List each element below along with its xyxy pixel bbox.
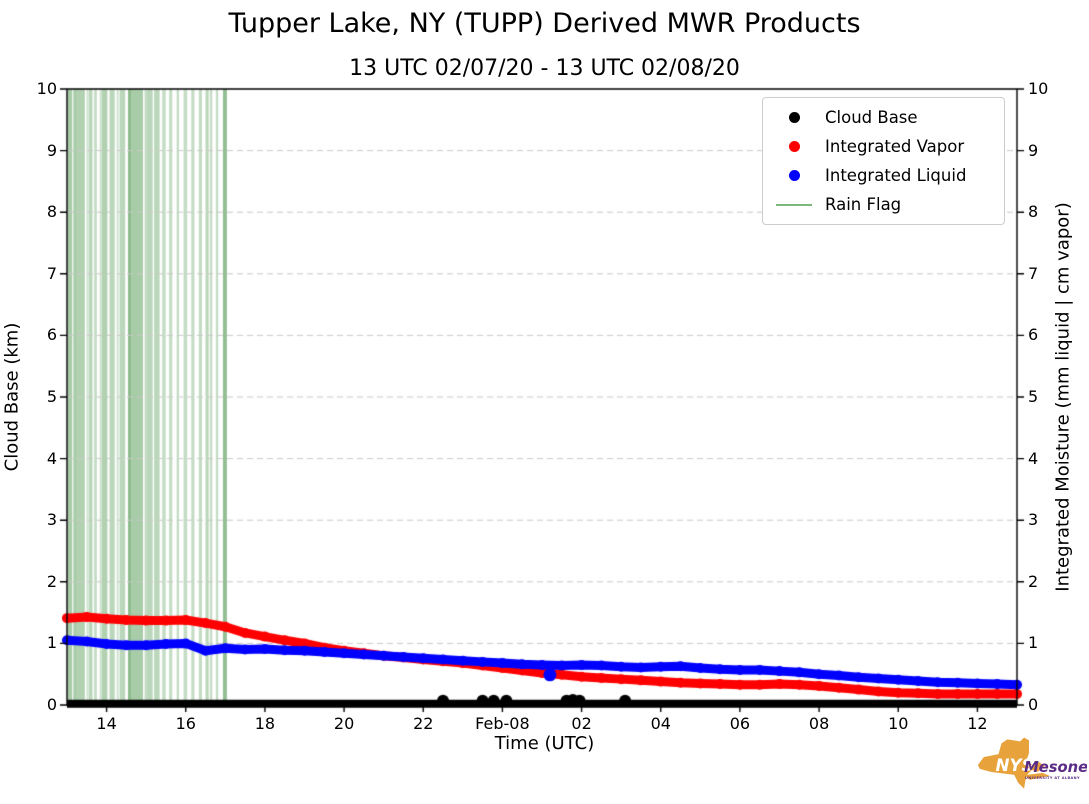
- x-tick-label: Feb-08: [475, 714, 530, 733]
- x-tick-label: 14: [96, 714, 117, 733]
- legend-item-cloud-base: Cloud Base: [763, 103, 1004, 132]
- logo-mesonet-text: Mesonet: [1024, 759, 1087, 776]
- y-tick-label-right: 10: [1028, 79, 1049, 98]
- x-tick-label: 20: [333, 714, 355, 733]
- x-tick-label: 10: [888, 714, 909, 733]
- y-tick-label-left: 6: [46, 325, 57, 345]
- legend-item-integrated-vapor: Integrated Vapor: [763, 132, 1004, 161]
- new-york-state-icon: [977, 737, 1050, 789]
- vapor-dot-marker: [788, 141, 800, 152]
- x-tick-label: 06: [729, 714, 751, 733]
- x-tick-label: 12: [967, 714, 988, 733]
- legend-label: Integrated Liquid: [825, 166, 967, 185]
- y-tick-label-left: 8: [46, 202, 57, 222]
- x-axis-label: Time (UTC): [494, 733, 595, 754]
- y-tick-label-left: 0: [46, 695, 57, 714]
- legend-label: Integrated Vapor: [825, 137, 965, 156]
- y-tick-label-right: 4: [1028, 448, 1039, 468]
- y-tick-label-left: 2: [46, 571, 57, 591]
- legend-item-integrated-liquid: Integrated Liquid: [763, 161, 1004, 190]
- y-tick-label-right: 2: [1028, 571, 1039, 591]
- x-tick-label: 08: [808, 714, 830, 733]
- y-axis-label-right: Integrated Moisture (mm liquid | cm vapo…: [1052, 202, 1074, 592]
- x-tick-label: 22: [413, 714, 434, 733]
- y-tick-label-left: 9: [46, 140, 57, 160]
- x-tick-label: 04: [650, 714, 671, 733]
- y-tick-label-right: 7: [1028, 263, 1039, 283]
- legend-label: Rain Flag: [825, 195, 902, 214]
- x-tick-label: 18: [254, 714, 276, 733]
- y-tick-label-right: 9: [1028, 140, 1039, 160]
- y-tick-label-right: 6: [1028, 325, 1039, 345]
- rain-flag-line-marker: [776, 203, 812, 206]
- y-axis-label-left: Cloud Base (km): [1, 322, 23, 472]
- y-tick-label-right: 5: [1028, 387, 1039, 406]
- y-tick-label-left: 7: [46, 263, 57, 283]
- y-tick-label-left: 3: [46, 510, 57, 530]
- nys-mesonet-logo: NYS Mesonet UNIVERSITY AT ALBANY: [977, 737, 1087, 789]
- x-tick-label: 16: [175, 714, 196, 733]
- y-tick-label-right: 8: [1028, 202, 1039, 222]
- liquid-dot-marker: [788, 170, 800, 181]
- y-tick-label-right: 3: [1028, 510, 1039, 530]
- y-tick-label-right: 0: [1028, 695, 1039, 714]
- logo-tagline-text: UNIVERSITY AT ALBANY: [1025, 776, 1080, 780]
- x-tick-label: 02: [571, 714, 592, 733]
- legend: Cloud Base Integrated Vapor Integrated L…: [762, 97, 1005, 225]
- logo-nys-text: NYS: [996, 755, 1034, 775]
- cloud-base-dot-marker: [788, 112, 800, 123]
- y-tick-label-left: 1: [46, 633, 57, 653]
- y-tick-label-left: 5: [46, 387, 57, 406]
- y-tick-label-left: 10: [36, 79, 57, 98]
- y-tick-label-right: 1: [1028, 633, 1039, 653]
- legend-label: Cloud Base: [825, 108, 918, 127]
- legend-item-rain-flag: Rain Flag: [763, 190, 1004, 219]
- y-tick-label-left: 4: [46, 448, 57, 468]
